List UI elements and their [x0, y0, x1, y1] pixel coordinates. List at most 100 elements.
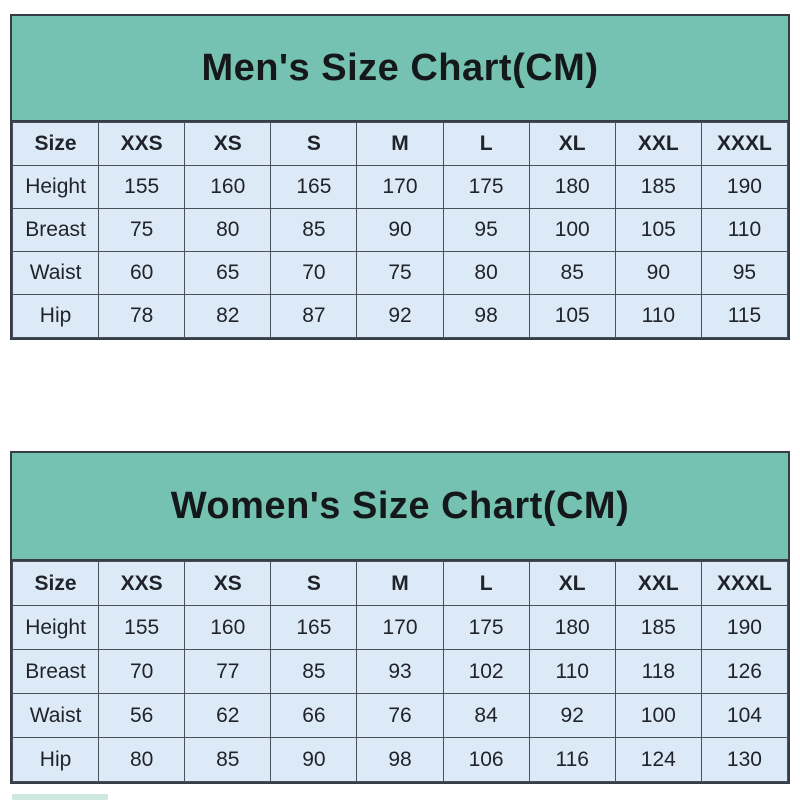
header-cell: XL	[528, 561, 616, 606]
value-cell: 98	[356, 737, 444, 782]
value-cell: 77	[184, 649, 272, 694]
value-cell: 80	[184, 208, 272, 252]
header-cell: S	[270, 122, 358, 166]
row-label-cell: Breast	[11, 649, 100, 694]
value-cell: 56	[98, 693, 186, 738]
value-cell: 70	[98, 649, 186, 694]
womens-chart-title: Women's Size Chart(CM)	[170, 484, 630, 527]
value-cell: 95	[442, 208, 530, 252]
value-cell: 93	[356, 649, 444, 694]
row-label-cell: Height	[11, 605, 100, 650]
value-cell: 75	[98, 208, 186, 252]
cropped-next-table-fragment	[12, 794, 108, 800]
value-cell: 105	[528, 294, 616, 338]
table-row: Breast 75 80 85 90 95 100 105 110	[11, 208, 789, 252]
value-cell: 155	[98, 605, 186, 650]
value-cell: 126	[700, 649, 789, 694]
value-cell: 60	[98, 251, 186, 295]
table-row: Height 155 160 165 170 175 180 185 190	[11, 605, 789, 650]
row-label-cell: Waist	[11, 251, 100, 295]
value-cell: 170	[356, 605, 444, 650]
value-cell: 85	[184, 737, 272, 782]
value-cell: 65	[184, 251, 272, 295]
value-cell: 180	[528, 605, 616, 650]
header-cell: XS	[184, 561, 272, 606]
value-cell: 75	[356, 251, 444, 295]
header-cell: XXXL	[700, 561, 789, 606]
table-row: Hip 80 85 90 98 106 116 124 130	[11, 737, 789, 782]
womens-size-chart: Women's Size Chart(CM) Size XXS XS S M L XL XXL…	[10, 451, 790, 784]
value-cell: 70	[270, 251, 358, 295]
value-cell: 170	[356, 165, 444, 209]
row-label-cell: Waist	[11, 693, 100, 738]
value-cell: 102	[442, 649, 530, 694]
value-cell: 160	[184, 165, 272, 209]
header-cell: M	[356, 122, 444, 166]
value-cell: 175	[442, 605, 530, 650]
value-cell: 110	[700, 208, 789, 252]
value-cell: 85	[528, 251, 616, 295]
value-cell: 180	[528, 165, 616, 209]
value-cell: 80	[98, 737, 186, 782]
mens-size-chart: Men's Size Chart(CM) Size XXS XS S M L XL XXL XX…	[10, 14, 790, 340]
header-cell: L	[442, 561, 530, 606]
value-cell: 155	[98, 165, 186, 209]
value-cell: 80	[442, 251, 530, 295]
value-cell: 92	[356, 294, 444, 338]
mens-size-table: Size XXS XS S M L XL XXL XXXL Height 155 160 165 170 1…	[11, 122, 789, 338]
value-cell: 106	[442, 737, 530, 782]
value-cell: 175	[442, 165, 530, 209]
table-row: Hip 78 82 87 92 98 105 110 115	[11, 294, 789, 338]
header-row: Size XXS XS S M L XL XXL XXXL	[11, 122, 789, 166]
value-cell: 95	[700, 251, 789, 295]
value-cell: 165	[270, 165, 358, 209]
header-cell: XXS	[98, 561, 186, 606]
value-cell: 90	[270, 737, 358, 782]
header-cell: XXL	[614, 561, 702, 606]
table-row: Waist 60 65 70 75 80 85 90 95	[11, 251, 789, 295]
row-label-cell: Hip	[11, 737, 100, 782]
header-cell: XS	[184, 122, 272, 166]
value-cell: 110	[528, 649, 616, 694]
value-cell: 76	[356, 693, 444, 738]
table-row: Breast 70 77 85 93 102 110 118 126	[11, 649, 789, 694]
value-cell: 130	[700, 737, 789, 782]
value-cell: 98	[442, 294, 530, 338]
header-cell: XXL	[614, 122, 702, 166]
header-cell: XL	[528, 122, 616, 166]
table-row: Height 155 160 165 170 175 180 185 190	[11, 165, 789, 209]
value-cell: 100	[528, 208, 616, 252]
value-cell: 92	[528, 693, 616, 738]
header-cell: M	[356, 561, 444, 606]
value-cell: 100	[614, 693, 702, 738]
value-cell: 165	[270, 605, 358, 650]
value-cell: 185	[614, 605, 702, 650]
womens-size-table: Size XXS XS S M L XL XXL XXXL Height 155 160 165 170 1…	[11, 561, 789, 782]
value-cell: 66	[270, 693, 358, 738]
value-cell: 87	[270, 294, 358, 338]
header-cell: XXS	[98, 122, 186, 166]
value-cell: 110	[614, 294, 702, 338]
value-cell: 84	[442, 693, 530, 738]
womens-chart-title-band: Women's Size Chart(CM)	[12, 453, 788, 561]
header-cell: XXXL	[700, 122, 789, 166]
value-cell: 124	[614, 737, 702, 782]
value-cell: 190	[700, 165, 789, 209]
value-cell: 160	[184, 605, 272, 650]
value-cell: 62	[184, 693, 272, 738]
value-cell: 104	[700, 693, 789, 738]
value-cell: 82	[184, 294, 272, 338]
value-cell: 118	[614, 649, 702, 694]
row-label-cell: Breast	[11, 208, 100, 252]
row-label-cell: Height	[11, 165, 100, 209]
header-cell: L	[442, 122, 530, 166]
value-cell: 90	[356, 208, 444, 252]
value-cell: 85	[270, 208, 358, 252]
table-row: Waist 56 62 66 76 84 92 100 104	[11, 693, 789, 738]
mens-chart-title-band: Men's Size Chart(CM)	[12, 16, 788, 122]
row-label-cell: Hip	[11, 294, 100, 338]
mens-chart-title: Men's Size Chart(CM)	[201, 46, 599, 89]
value-cell: 190	[700, 605, 789, 650]
value-cell: 115	[700, 294, 789, 338]
